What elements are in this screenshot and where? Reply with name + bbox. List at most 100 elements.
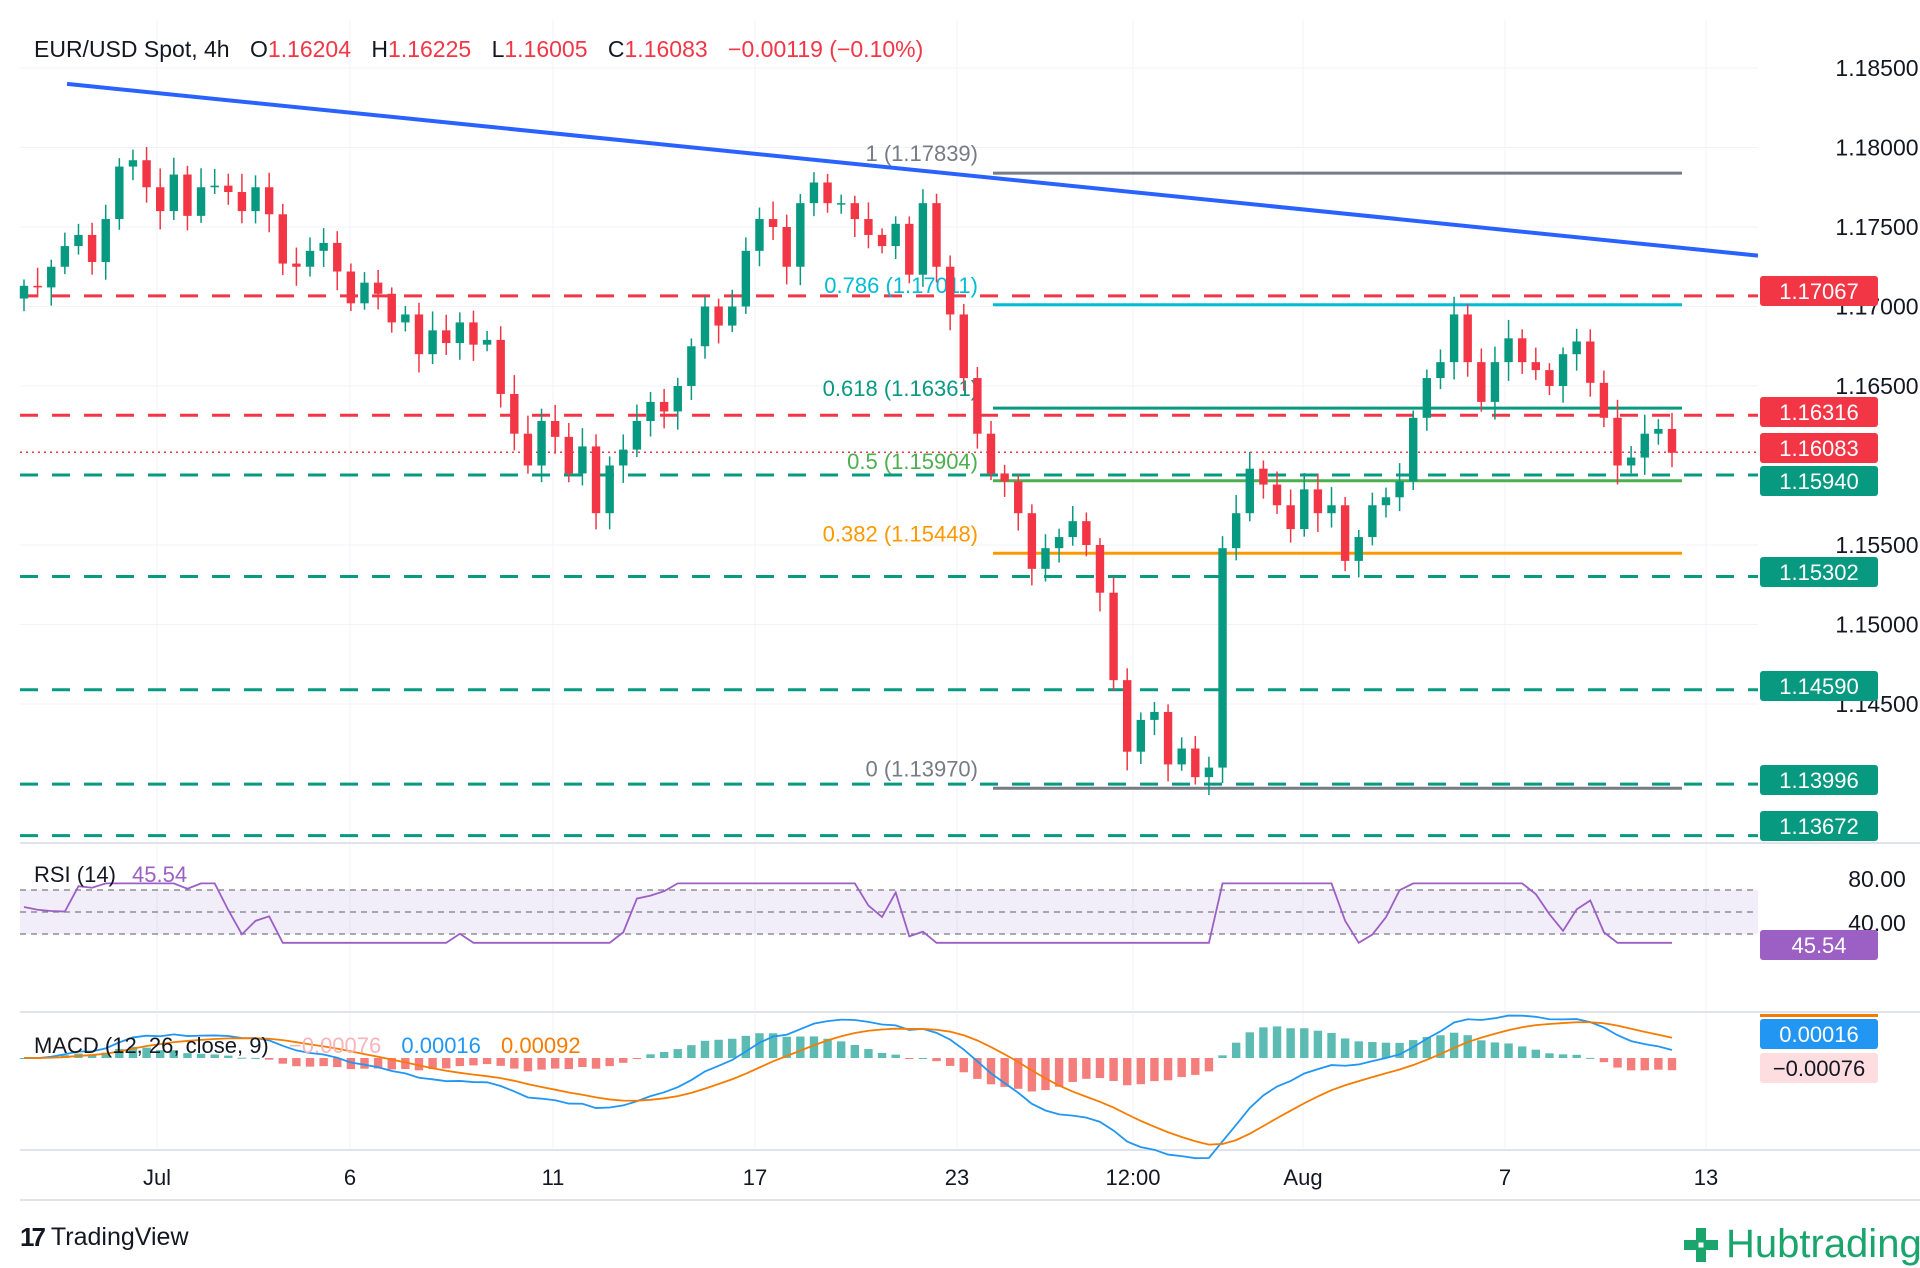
price-tick-label: 1.16500 (1835, 373, 1918, 399)
macd-histogram-bar (1300, 1028, 1309, 1058)
candle-body (1436, 362, 1445, 379)
macd-histogram-bar (1368, 1042, 1377, 1058)
macd-histogram-bar (1395, 1042, 1404, 1058)
macd-histogram-bar (428, 1058, 437, 1070)
candle-body (251, 187, 260, 212)
grid (20, 20, 1920, 1201)
open-label: O (249, 36, 268, 62)
macd-histogram-bar (1422, 1036, 1432, 1058)
candle-body (823, 182, 832, 204)
macd-histogram-bar (496, 1058, 505, 1066)
candle-body (1531, 362, 1541, 371)
macd-histogram-bar (1463, 1035, 1472, 1058)
macd-signal-value: 0.00092 (501, 1033, 581, 1058)
macd-histogram-bar (850, 1044, 860, 1058)
candle-body (196, 187, 206, 216)
candle-body (373, 282, 383, 294)
candle-body (1218, 548, 1227, 768)
candle-body (401, 314, 410, 323)
macd-histogram-bar (142, 1047, 151, 1058)
candle-body (74, 234, 83, 247)
time-axis[interactable]: Jul 6 11 17 23 12:00 Aug 7 13 (143, 1165, 1718, 1190)
macd-histogram-bar (687, 1045, 696, 1058)
candle-body (782, 227, 791, 267)
macd-histogram-bar (1245, 1032, 1254, 1058)
candle-body (850, 203, 860, 220)
macd-legend[interactable]: MACD (12, 26, close, 9) −0.00076 0.00016… (34, 1033, 581, 1059)
macd-histogram-bar (1123, 1058, 1132, 1086)
macd-histogram-bar (1150, 1058, 1159, 1082)
fib-level-label: 0 (1.13970) (865, 756, 978, 781)
level-price-badge-bg (1760, 276, 1878, 306)
macd-histogram-bar (1068, 1058, 1077, 1083)
candle-body (1068, 521, 1077, 538)
candle-body (1381, 497, 1391, 506)
macd-value-badge: 0.00016 (1779, 1022, 1859, 1047)
candle-body (387, 293, 396, 323)
rsi-line (23, 882, 1672, 945)
descending-trendline (66, 81, 1759, 258)
candle-body (183, 174, 192, 216)
level-price-badge: 1.13996 (1779, 768, 1859, 793)
rsi-value-badge: 45.54 (1791, 933, 1846, 958)
candle-body (714, 306, 723, 326)
fibonacci-retracement[interactable]: 1 (1.17839) 0.786 (1.17011) 0.618 (1.16361… (823, 141, 1682, 790)
candle-body (292, 263, 301, 267)
macd-histogram-bar (564, 1058, 573, 1070)
candle-body (428, 330, 437, 355)
macd-histogram-bar (523, 1058, 533, 1072)
macd-histogram-bar (836, 1041, 846, 1058)
candle-body (591, 446, 601, 514)
candle-body (1354, 537, 1363, 561)
macd-histogram-bar (224, 1055, 233, 1058)
macd-histogram-bar (1286, 1028, 1295, 1058)
candle-body (1027, 513, 1037, 569)
macd-histogram-bar (1449, 1032, 1459, 1058)
macd-histogram-bar (482, 1058, 492, 1065)
candle-body (1082, 521, 1091, 545)
rsi-legend[interactable]: RSI (14) 45.54 (34, 862, 187, 888)
macd-histogram-bar (932, 1058, 941, 1062)
macd-histogram-bar (1626, 1058, 1636, 1071)
candle-body (537, 420, 546, 466)
macd-histogram-bar (278, 1058, 287, 1064)
time-tick-label: Aug (1283, 1165, 1322, 1190)
macd-histogram-bar (646, 1054, 655, 1058)
tradingview-mark-icon: 17 (20, 1222, 46, 1252)
candle-body (891, 223, 900, 247)
macd-histogram-bar (1654, 1058, 1663, 1070)
candle-body (1409, 417, 1418, 482)
candle-body (1204, 767, 1214, 778)
candle-body (1558, 354, 1568, 386)
tradingview-logo[interactable]: 17 TradingView (20, 1222, 189, 1253)
symbol-title[interactable]: EUR/USD Spot, 4h (34, 36, 230, 62)
candle-body (1422, 378, 1432, 418)
macd-histogram-bar (251, 1057, 260, 1059)
macd-histogram-bar (210, 1054, 219, 1058)
candle-body (1177, 748, 1186, 765)
macd-histogram-bar (346, 1058, 356, 1070)
time-tick-label: 13 (1694, 1165, 1718, 1190)
macd-histogram-bar (986, 1058, 996, 1085)
macd-histogram-bar (1545, 1053, 1554, 1058)
rsi-title: RSI (14) (34, 862, 116, 887)
price-axis[interactable]: 1.185001.180001.175001.170001.165001.155… (1835, 55, 1918, 936)
candle-body (333, 242, 342, 272)
level-price-badge: 1.16316 (1779, 400, 1859, 425)
level-price-badge-bg (1760, 765, 1878, 795)
macd-histogram-bar (632, 1058, 642, 1059)
level-price-badge: 1.15940 (1779, 469, 1859, 494)
macd-histogram-bar (196, 1053, 206, 1058)
candle-body (619, 449, 628, 466)
candle-body (87, 234, 97, 262)
candle-body (1368, 505, 1377, 538)
candle-body (264, 187, 274, 215)
macd-histogram-bar (700, 1040, 710, 1058)
macd-histogram-bar (1354, 1041, 1363, 1058)
macd-histogram-bar (1327, 1032, 1336, 1058)
candle-body (360, 282, 369, 304)
macd-histogram-bar (1191, 1058, 1200, 1075)
candle-body (115, 166, 124, 220)
candle-body (128, 160, 138, 167)
